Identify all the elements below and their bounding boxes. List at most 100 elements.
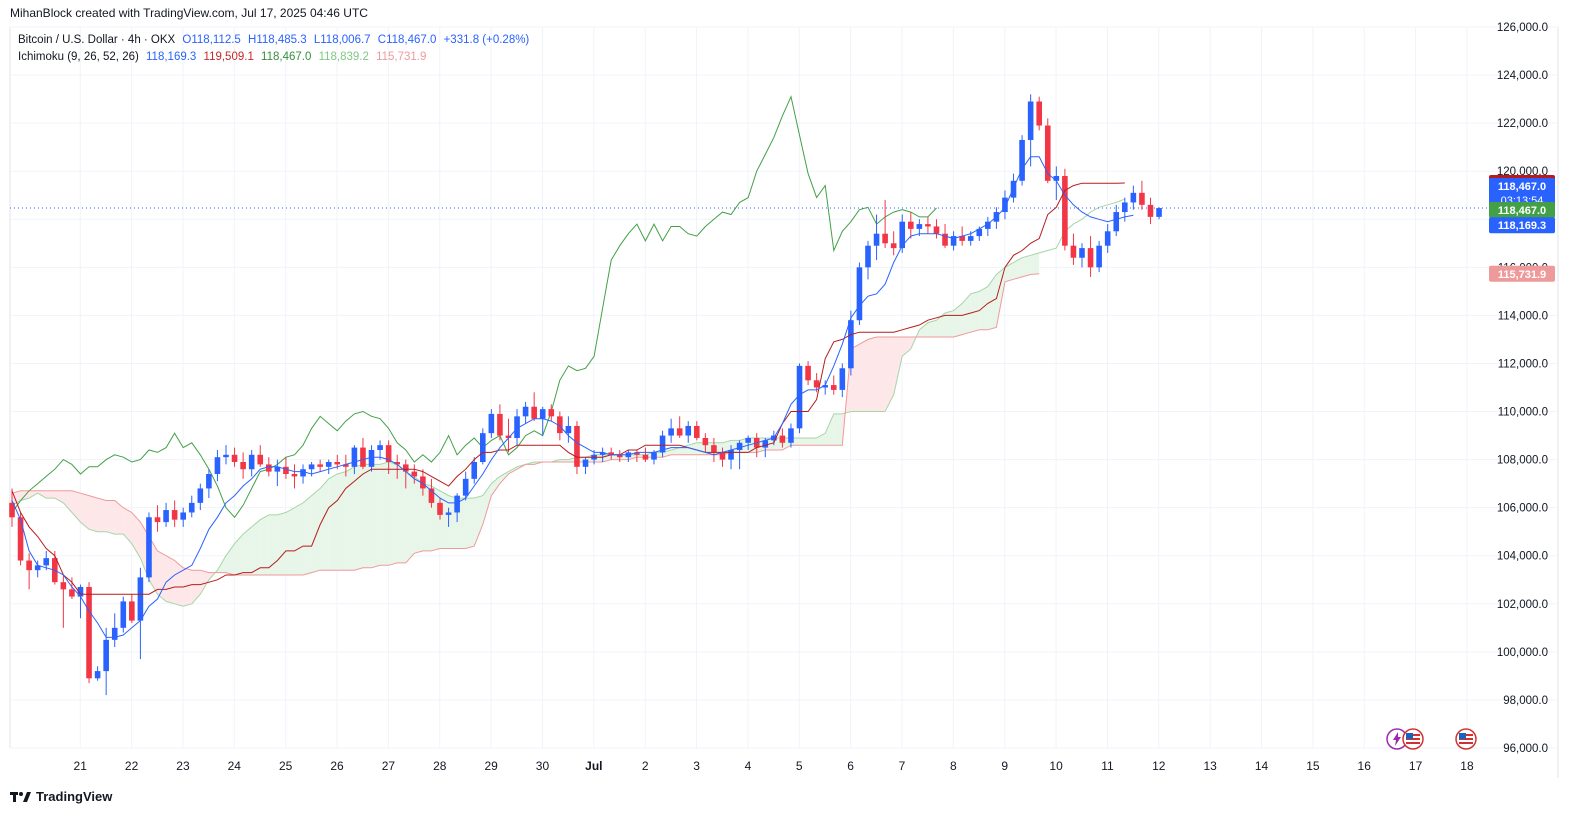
cloud-segment (1004, 262, 1014, 282)
x-tick-label: 11 (1101, 759, 1114, 773)
cloud-segment (559, 459, 569, 463)
x-tick-label: 5 (796, 759, 803, 773)
x-tick-label: 12 (1152, 759, 1166, 773)
x-tick-label: 10 (1049, 759, 1063, 773)
cloud-segment (893, 337, 903, 395)
cloud-segment (842, 349, 851, 446)
candle-body (60, 582, 67, 590)
ichimoku-lead1-value: 118,839.2 (318, 51, 369, 63)
cloud-segment (226, 543, 235, 575)
candle-body (728, 449, 734, 460)
candle-body (317, 464, 323, 467)
base-line (11, 182, 1125, 595)
candle-body (762, 440, 769, 448)
price-label-text: 118,467.0 (1498, 181, 1546, 193)
y-tick-label: 96,000.0 (1503, 743, 1548, 755)
cloud-segment (354, 464, 363, 571)
candle-body (377, 445, 383, 450)
candle-body (942, 233, 948, 246)
x-tick-label: 16 (1358, 759, 1372, 773)
us-flag-icon[interactable] (1455, 728, 1477, 750)
price-label-text: 115,731.9 (1498, 269, 1546, 281)
candle-body (1070, 245, 1077, 258)
candle-body (1130, 192, 1137, 203)
cloud-segment (482, 483, 492, 525)
candle-body (616, 454, 623, 458)
candle-body (976, 228, 983, 237)
y-tick-label: 102,000.0 (1497, 599, 1548, 611)
y-tick-label: 100,000.0 (1497, 647, 1548, 659)
candle-body (685, 425, 692, 436)
y-tick-label: 106,000.0 (1497, 503, 1548, 515)
candle-body (950, 236, 957, 246)
cloud-segment (106, 500, 115, 535)
candle-body (445, 512, 452, 515)
footer-brand[interactable]: TradingView (10, 789, 112, 804)
candle-body (394, 462, 400, 465)
candle-body (94, 671, 101, 679)
cloud-segment (328, 474, 338, 571)
cloud-segment (63, 490, 72, 513)
lead-span-b-line (11, 273, 1040, 576)
candle-body (531, 406, 537, 419)
price-label-text: 118,467.0 (1498, 205, 1546, 217)
x-tick-label: 6 (847, 759, 854, 773)
y-tick-label: 104,000.0 (1497, 551, 1548, 563)
candle-body (325, 462, 332, 467)
candle-body (283, 466, 289, 475)
candle-body (137, 577, 144, 621)
y-tick-label: 110,000.0 (1498, 407, 1548, 419)
candle-body (231, 454, 238, 463)
candle-body (266, 464, 272, 472)
x-tick-label: 9 (1001, 759, 1008, 773)
candle-body (188, 502, 195, 513)
candle-body (574, 425, 580, 467)
ichimoku-name[interactable]: Ichimoku (9, 26, 52, 26) (18, 51, 139, 63)
cloud-segment (833, 413, 843, 446)
cloud-segment (345, 466, 355, 571)
candle-body (240, 462, 246, 470)
candle-body (1139, 192, 1145, 205)
x-tick-label: 13 (1203, 759, 1217, 773)
y-tick-label: 114,000.0 (1498, 310, 1548, 322)
candle-body (985, 221, 991, 229)
candle-body (882, 233, 888, 244)
cloud-segment (1013, 257, 1023, 280)
candle-body (856, 267, 863, 321)
candle-body (480, 433, 486, 463)
cloud-segment (114, 500, 124, 535)
cloud-segment (979, 286, 988, 330)
candle-body (497, 413, 503, 436)
x-tick-label: Jul (585, 759, 602, 773)
candle-body (9, 502, 15, 518)
cloud-segment (945, 310, 954, 338)
price-label-badge (1489, 265, 1555, 282)
ichimoku-conversion-value: 118,169.3 (146, 51, 197, 63)
us-flag-icon[interactable] (1402, 728, 1424, 750)
candle-body (676, 428, 683, 436)
x-tick-label: 14 (1255, 759, 1269, 773)
cloud-segment (362, 464, 372, 568)
candle-body (462, 478, 469, 496)
candle-body (805, 365, 811, 381)
candle-body (402, 464, 409, 472)
candle-body (86, 586, 92, 679)
symbol-name[interactable]: Bitcoin / U.S. Dollar · 4h · OKX (18, 34, 176, 46)
candle-body (257, 454, 264, 465)
cloud-segment (371, 464, 381, 568)
candle-body (745, 437, 751, 443)
cloud-segment (285, 507, 295, 575)
candle-body (1062, 176, 1068, 246)
candle-body (43, 558, 50, 566)
x-tick-label: 29 (484, 759, 498, 773)
candle-body (694, 425, 700, 438)
candle-body (899, 221, 906, 249)
cloud-segment (166, 555, 175, 604)
cloud-segment (953, 303, 963, 338)
candle-body (368, 449, 375, 467)
ohlc-low: L118,006.7 (313, 34, 371, 46)
y-tick-label: 112,000.0 (1498, 358, 1548, 370)
candle-body (300, 469, 306, 477)
candle-body (163, 510, 169, 523)
